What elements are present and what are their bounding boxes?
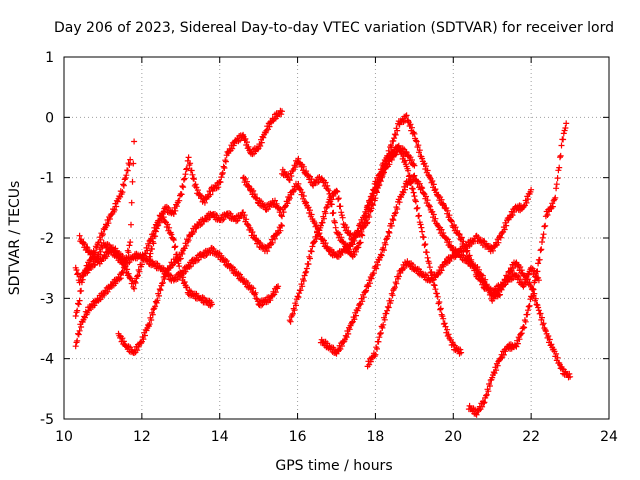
series-track-11 [364,186,535,370]
x-tick-label: 10 [55,429,73,445]
data-point-markers [286,143,465,357]
axis-ticks [63,56,610,420]
y-tick-label: -5 [40,412,54,428]
x-tick-label: 24 [600,429,618,445]
y-tick-label: 1 [45,50,54,66]
y-tick-label: -3 [40,291,54,307]
data-point-markers [465,120,570,418]
data-point-markers [72,156,134,319]
x-tick-label: 16 [289,429,307,445]
data-points [72,107,574,418]
data-point-markers [279,112,542,298]
y-tick-label: -1 [40,171,54,187]
series-track-9 [286,143,465,357]
x-tick-label: 14 [211,429,229,445]
x-axis-label: GPS time / hours [275,458,392,474]
x-tick-label: 12 [133,429,151,445]
data-point-markers [146,107,285,260]
series-track-6 [146,107,285,260]
y-axis-label: SDTVAR / TECUs [7,181,23,296]
data-point-markers [76,210,215,309]
y-tick-label: 0 [45,110,54,126]
chart-title: Day 206 of 2023, Sidereal Day-to-day VTE… [54,20,614,36]
y-tick-labels: 1 0 -1 -2 -3 -4 -5 [40,50,54,428]
series-track-5 [115,209,285,356]
series-track-4 [76,210,215,309]
series-track-3 [72,138,138,350]
x-tick-labels: 10 12 14 16 18 20 22 24 [55,429,618,445]
data-point-markers [72,138,138,350]
data-point-markers [115,209,285,356]
data-point-markers [364,186,535,370]
x-tick-label: 18 [367,429,385,445]
x-tick-label: 20 [444,429,462,445]
series-track-2 [72,156,134,319]
x-tick-label: 22 [522,429,540,445]
y-tick-label: -4 [40,352,54,368]
series-track-8 [279,112,542,298]
y-tick-label: -2 [40,231,54,247]
series-track-12 [465,120,570,418]
